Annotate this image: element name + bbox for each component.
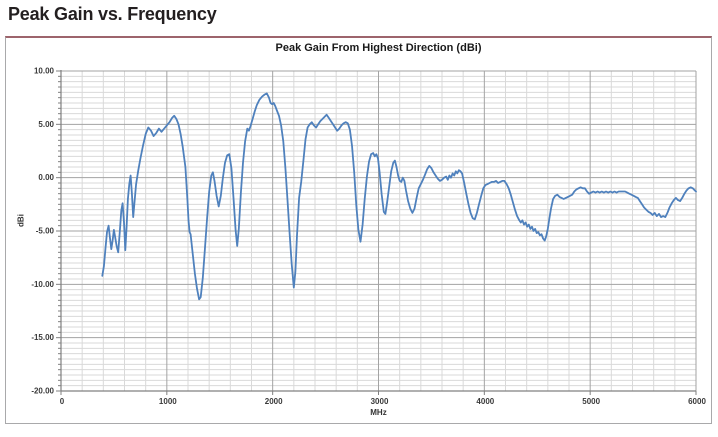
y-tick-label: 10.00: [34, 67, 55, 76]
chart-title: Peak Gain From Highest Direction (dBi): [275, 42, 482, 54]
x-tick-label: 2000: [265, 397, 283, 406]
y-tick-label: 5.00: [38, 120, 54, 129]
x-axis-title: MHz: [370, 408, 387, 417]
y-tick-label: 0.00: [38, 173, 54, 182]
series-path-peak-gain: [101, 92, 697, 301]
x-tick-label: 3000: [371, 397, 389, 406]
x-tick-label: 0: [60, 397, 65, 406]
y-tick-label: -10.00: [31, 280, 54, 289]
y-tick-label: -20.00: [31, 387, 54, 396]
y-tick-label: -15.00: [31, 333, 54, 342]
page-title: Peak Gain vs. Frequency: [8, 4, 217, 24]
y-tick-label: -5.00: [36, 227, 55, 236]
x-tick-label: 4000: [476, 397, 494, 406]
x-tick-label: 1000: [159, 397, 177, 406]
x-tick-label: 5000: [582, 397, 600, 406]
x-tick-label: 6000: [688, 397, 706, 406]
